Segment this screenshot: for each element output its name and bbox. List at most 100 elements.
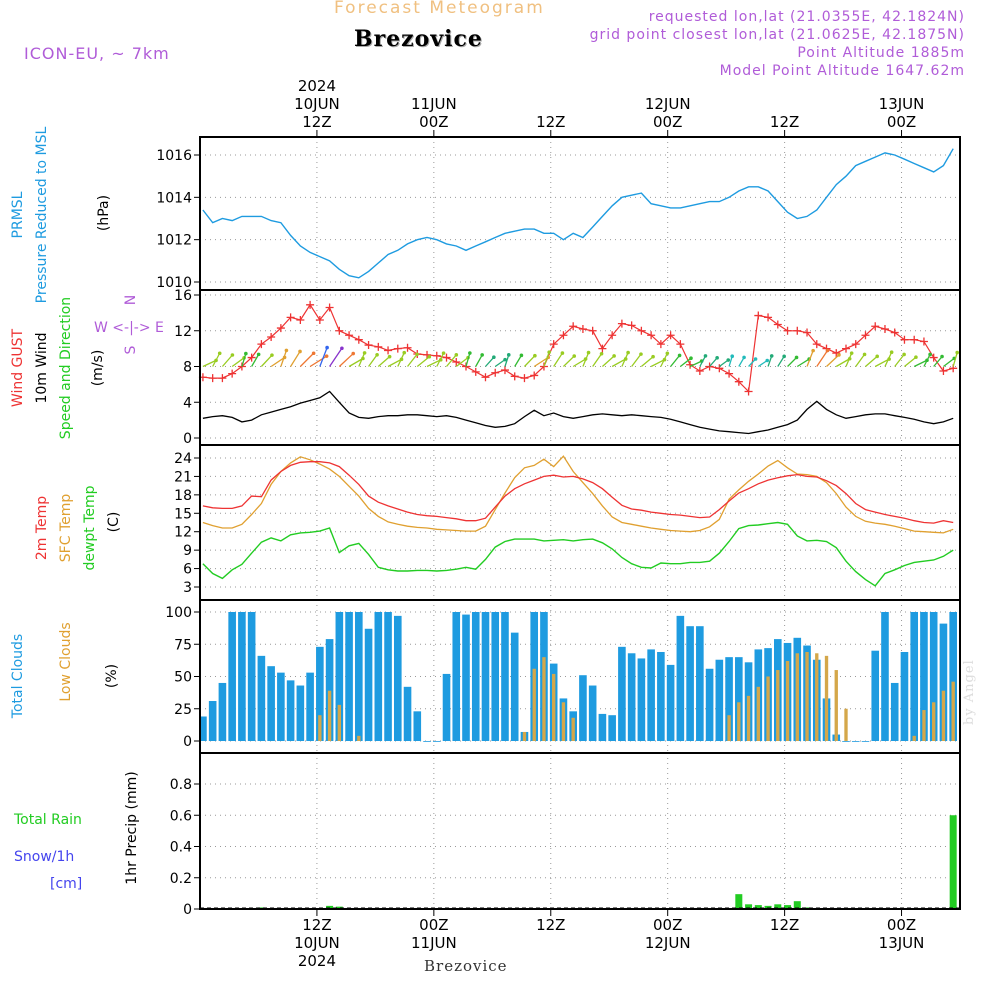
wind-arrow-head bbox=[506, 353, 511, 357]
total-clouds-bar bbox=[598, 713, 607, 741]
wind-direction-arrow bbox=[718, 359, 729, 368]
bottom-time-label: 12Z bbox=[536, 916, 565, 934]
y-tick-label-wind: 4 bbox=[183, 395, 192, 411]
total-clouds-bar bbox=[890, 682, 899, 741]
total-clouds-bar bbox=[725, 657, 733, 741]
y-tick-label-precip: 0.6 bbox=[170, 808, 192, 824]
wind-arrow-head bbox=[599, 352, 604, 356]
temp-2m-line bbox=[202, 461, 954, 524]
wind-direction-arrow bbox=[338, 353, 354, 367]
total-clouds-bar bbox=[442, 673, 451, 741]
total-clouds-bar bbox=[949, 612, 957, 741]
wind-arrow-head bbox=[849, 351, 854, 355]
gust-marker bbox=[578, 324, 587, 333]
wind-direction-arrow bbox=[231, 357, 245, 368]
wind-direction-arrow bbox=[689, 360, 702, 368]
wind-arrow-head bbox=[533, 353, 537, 358]
total-clouds-bar bbox=[306, 672, 314, 741]
wind-arrow-head bbox=[217, 351, 222, 356]
compass-s: S bbox=[123, 345, 139, 354]
gust-marker bbox=[384, 346, 393, 355]
gust-marker bbox=[890, 328, 899, 337]
gust-marker bbox=[442, 353, 451, 362]
total-clouds-bar bbox=[618, 646, 626, 741]
y-tick-label-temp: 3 bbox=[183, 580, 192, 596]
total-clouds-bar bbox=[208, 701, 217, 741]
total-clouds-bar bbox=[452, 612, 461, 741]
total-clouds-bar bbox=[666, 664, 675, 741]
wind-arrow-head bbox=[765, 358, 770, 363]
bottom-time-label: 00Z bbox=[419, 916, 448, 934]
y-tick-label-pressure: 1014 bbox=[156, 190, 192, 206]
total-clouds-bar bbox=[277, 672, 285, 741]
gust-marker bbox=[715, 364, 724, 373]
y-tick-label-temp: 9 bbox=[183, 543, 192, 559]
location-title: Brezovice bbox=[354, 26, 483, 52]
wind-direction-arrow bbox=[816, 350, 829, 367]
wind-arrow-head bbox=[639, 352, 643, 356]
wind-direction-arrow bbox=[436, 352, 445, 367]
total-clouds-bar bbox=[413, 711, 422, 741]
wind-arrow-head bbox=[928, 352, 932, 357]
wind-arrow-head bbox=[402, 350, 407, 355]
y-tick-label-temp: 21 bbox=[174, 469, 192, 485]
wind-direction-arrow bbox=[933, 356, 943, 367]
wind-direction-arrow bbox=[426, 359, 442, 368]
gust-marker bbox=[403, 343, 412, 352]
wind-arrow-head bbox=[689, 356, 693, 360]
total-clouds-bar bbox=[715, 659, 724, 741]
low-clouds-bar bbox=[795, 653, 799, 741]
wind-direction-arrow bbox=[884, 351, 893, 367]
rain-bar bbox=[793, 901, 801, 909]
wind-direction-arrow bbox=[865, 355, 878, 367]
gust-marker bbox=[335, 326, 344, 335]
total-clouds-bar bbox=[939, 623, 948, 741]
rain-label: Total Rain bbox=[13, 812, 82, 828]
low-clouds-bar bbox=[824, 655, 829, 741]
total-clouds-bar bbox=[384, 612, 392, 741]
y-tick-label-temp: 12 bbox=[174, 525, 192, 541]
grid-point-coordinates: grid point closest lon,lat (21.0625E, 42… bbox=[589, 27, 965, 43]
y-tick-label-clouds: 100 bbox=[165, 605, 192, 621]
wind-direction-arrow bbox=[709, 357, 718, 367]
wind-arrow-head bbox=[914, 355, 918, 360]
gust-marker bbox=[500, 366, 509, 375]
gust-marker bbox=[423, 350, 432, 359]
wind-direction-arrow bbox=[640, 356, 654, 367]
gust-marker bbox=[627, 321, 636, 330]
total-clouds-bar bbox=[432, 741, 441, 742]
low-clouds-bar bbox=[561, 702, 566, 741]
wind-arrow-head bbox=[955, 350, 959, 355]
total-clouds-bar bbox=[705, 668, 714, 741]
wind-direction-arrow bbox=[952, 352, 958, 367]
wind-arrow-head bbox=[311, 351, 316, 356]
total-clouds-bar bbox=[471, 612, 480, 741]
wind-direction-arrow bbox=[601, 355, 615, 367]
low-clouds-bar bbox=[834, 670, 838, 741]
gust-marker bbox=[364, 341, 373, 350]
wind-direction-arrow bbox=[270, 356, 285, 368]
wind-direction-arrow bbox=[650, 359, 665, 368]
total-clouds-bar bbox=[627, 653, 636, 741]
total-clouds-bar bbox=[861, 741, 870, 742]
wind-direction-arrow bbox=[611, 358, 627, 368]
gust-marker bbox=[257, 340, 266, 349]
total-clouds-bar bbox=[910, 612, 919, 741]
wind-direction-arrow bbox=[309, 355, 327, 368]
wind-arrow-head bbox=[612, 354, 616, 358]
top-time-label: 00Z bbox=[887, 113, 916, 131]
temp-dewpt-label: dewpt Temp bbox=[82, 485, 98, 570]
wind-direction-arrow bbox=[631, 353, 642, 367]
gust-marker bbox=[832, 349, 841, 358]
gust-marker bbox=[345, 331, 354, 340]
snow-unit-label: [cm] bbox=[50, 876, 82, 892]
wind-direction-arrow bbox=[592, 353, 603, 367]
gust-marker bbox=[481, 373, 490, 382]
wind-direction-arrow bbox=[845, 352, 853, 367]
wind-direction-arrow bbox=[660, 352, 668, 367]
wind-arrow-head bbox=[284, 348, 289, 353]
wind-arrow-head bbox=[703, 354, 708, 358]
wind-direction-arrow bbox=[299, 352, 315, 367]
